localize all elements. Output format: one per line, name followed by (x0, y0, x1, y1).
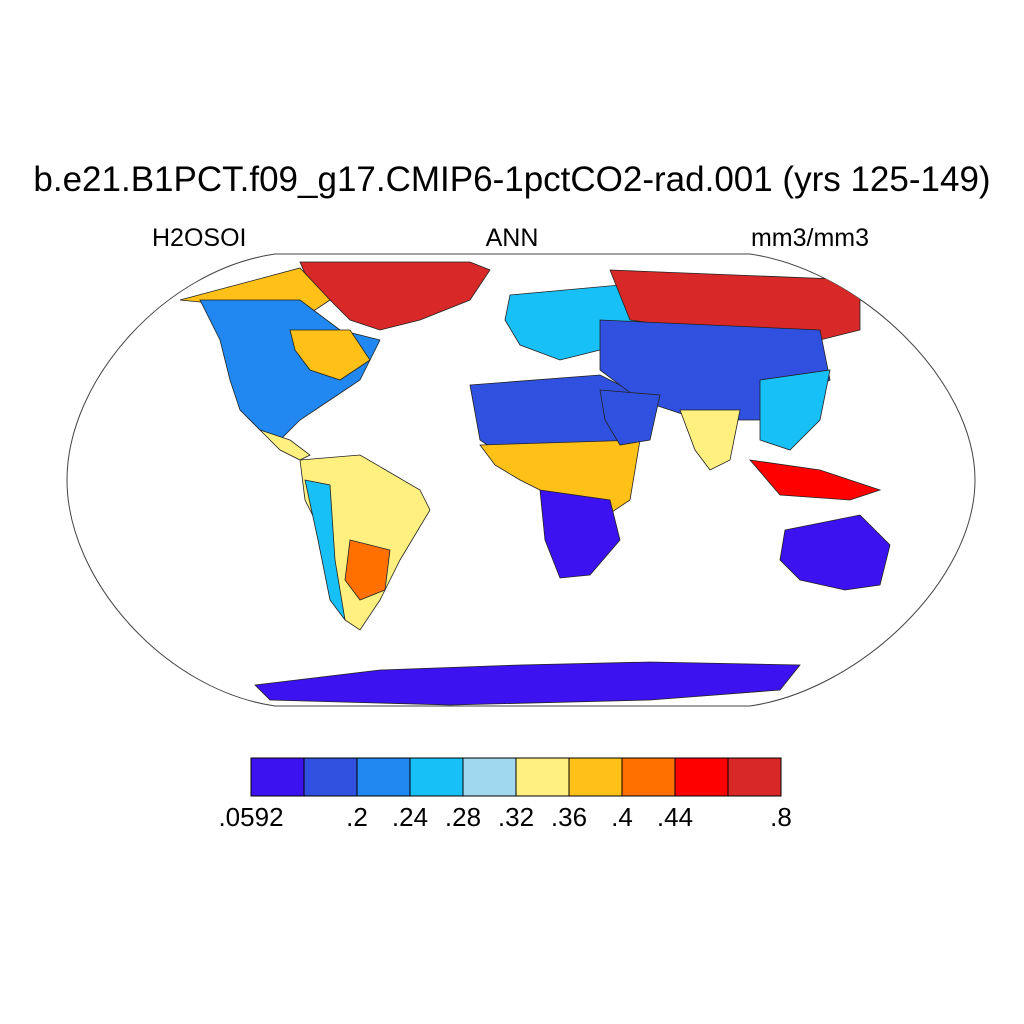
land-se-asia (749, 459, 882, 501)
land-east-asia (759, 369, 831, 451)
land-na-east (289, 329, 371, 381)
units-label: mm3/mm3 (750, 224, 869, 252)
land-central-america (259, 429, 311, 461)
land-india (679, 409, 741, 471)
colorbar-box (568, 757, 623, 797)
colorbar-tick-label: .32 (497, 802, 535, 832)
plot-title: b.e21.B1PCT.f09_g17.CMIP6-1pctCO2-rad.00… (33, 160, 991, 199)
colorbar-box (250, 757, 305, 797)
colorbar-tick-label: .8 (770, 802, 792, 832)
land-sa-west (304, 479, 346, 621)
land-arabia (599, 389, 661, 446)
colorbar-box (727, 757, 782, 797)
colorbar-box (409, 757, 464, 797)
land-australia (779, 514, 891, 591)
colorbar-tick-label: .24 (391, 802, 429, 832)
colorbar-box (674, 757, 729, 797)
colorbar-box (356, 757, 411, 797)
colorbar-tick-label: .4 (611, 802, 633, 832)
season-label: ANN (485, 224, 539, 252)
colorbar-tick-label: .44 (656, 802, 694, 832)
land-southern-africa (539, 489, 621, 579)
colorbar-tick-label: .36 (550, 802, 588, 832)
colorbar-box (621, 757, 676, 797)
colorbar-tick-label: .28 (444, 802, 482, 832)
colorbar-box (515, 757, 570, 797)
colorbar-box (303, 757, 358, 797)
colorbar-box (462, 757, 517, 797)
land-antarctica (254, 661, 801, 706)
colorbar-tick-label: .0592 (218, 802, 284, 832)
variable-label: H2OSOI (152, 224, 247, 252)
land-sa-south (344, 539, 391, 601)
colorbar-tick-label: .2 (346, 802, 368, 832)
